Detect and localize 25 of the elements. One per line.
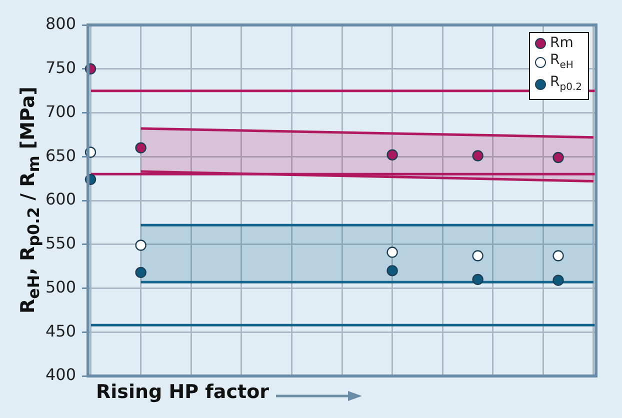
legend-label: R$_{eH}$ xyxy=(550,52,574,73)
y-tick-label: 750 xyxy=(45,58,76,78)
point xyxy=(472,274,484,286)
point xyxy=(552,250,564,262)
point xyxy=(552,152,564,164)
y-tick-label: 650 xyxy=(45,146,76,165)
y-tick-label: 550 xyxy=(45,234,76,253)
point xyxy=(472,250,484,262)
y-tick-label: 700 xyxy=(45,102,76,121)
point xyxy=(552,274,564,286)
legend-label: R$_{p0.2}$ xyxy=(550,74,582,95)
y-tick-label: 800 xyxy=(45,14,76,34)
legend-label: Rm xyxy=(550,35,574,52)
point xyxy=(472,150,484,162)
y-tick-label: 500 xyxy=(45,277,76,296)
y-tick-label: 450 xyxy=(45,321,76,340)
point xyxy=(386,246,398,258)
point xyxy=(135,142,146,154)
y-tick-label: 600 xyxy=(45,190,76,209)
point xyxy=(386,149,398,160)
point xyxy=(135,240,146,251)
x-axis-title: Rising HP factor xyxy=(96,381,270,403)
point xyxy=(135,266,146,278)
y-tick-label: 400 xyxy=(45,365,76,384)
point xyxy=(386,265,398,276)
